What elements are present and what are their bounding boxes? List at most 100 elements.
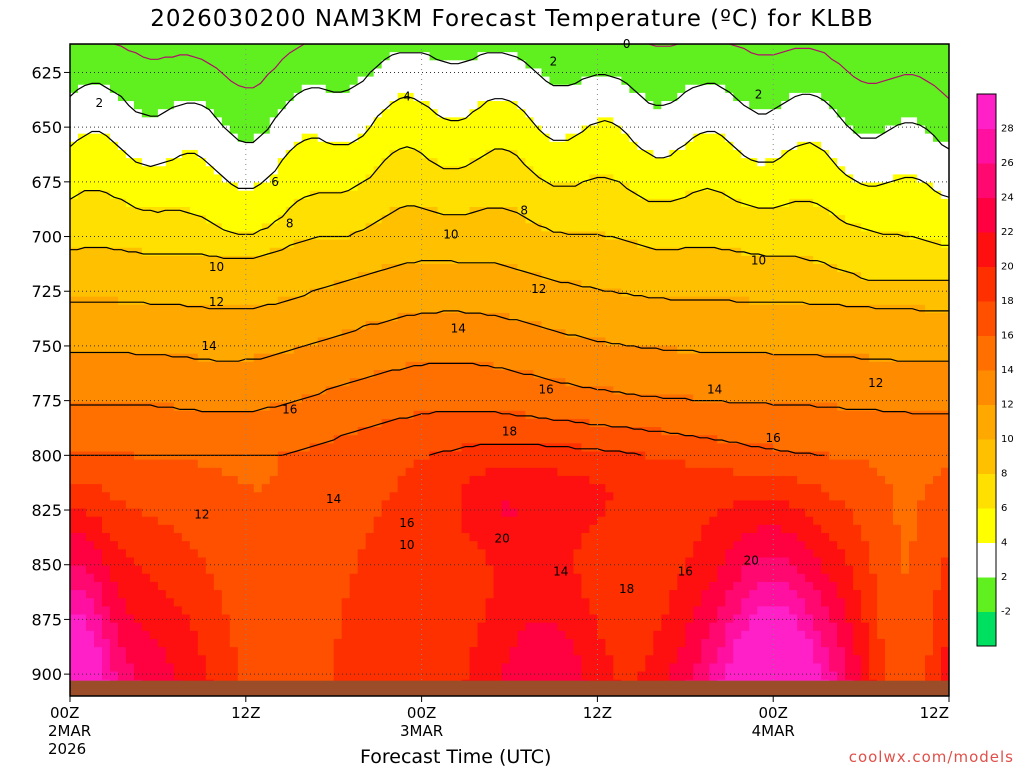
temperature-cell [445, 182, 455, 192]
temperature-cell [173, 166, 183, 175]
temperature-cell [293, 117, 303, 127]
temperature-cell [70, 598, 79, 607]
temperature-cell [557, 92, 567, 102]
temperature-cell [253, 182, 263, 192]
temperature-cell [477, 508, 487, 518]
temperature-cell [461, 125, 471, 135]
temperature-cell [133, 52, 143, 61]
temperature-cell [245, 60, 255, 70]
temperature-cell [365, 329, 375, 338]
temperature-cell [229, 264, 239, 273]
temperature-cell [77, 296, 87, 306]
temperature-cell [557, 117, 567, 127]
temperature-cell [269, 84, 279, 94]
temperature-cell [389, 182, 399, 192]
temperature-cell [349, 166, 359, 175]
temperature-cell [309, 149, 319, 159]
temperature-cell [181, 44, 191, 53]
temperature-cell [70, 345, 79, 355]
temperature-cell [237, 223, 247, 233]
temperature-cell [389, 370, 399, 379]
temperature-cell [189, 353, 199, 363]
temperature-cell [533, 84, 543, 94]
temperature-cell [389, 255, 399, 265]
temperature-cell [349, 614, 359, 624]
temperature-cell [357, 581, 367, 591]
temperature-cell [357, 312, 367, 322]
temperature-cell [253, 44, 263, 53]
temperature-cell [245, 590, 255, 599]
temperature-cell [261, 418, 271, 428]
temperature-cell [429, 402, 439, 412]
temperature-cell [453, 296, 463, 306]
temperature-cell [493, 557, 503, 567]
temperature-cell [557, 614, 567, 624]
temperature-cell [285, 573, 295, 583]
temperature-cell [117, 500, 127, 510]
temperature-cell [525, 492, 535, 501]
temperature-cell [405, 557, 415, 567]
temperature-cell [461, 207, 471, 216]
temperature-cell [101, 223, 111, 233]
temperature-cell [197, 329, 207, 338]
temperature-cell [381, 117, 391, 127]
temperature-cell [277, 565, 287, 575]
temperature-cell [349, 524, 359, 534]
temperature-cell [325, 435, 335, 444]
temperature-cell [389, 141, 399, 151]
temperature-cell [557, 239, 567, 249]
temperature-cell [493, 663, 503, 673]
temperature-cell [373, 52, 383, 61]
temperature-cell [541, 52, 551, 61]
temperature-cell [165, 484, 175, 493]
temperature-cell [549, 207, 559, 216]
temperature-cell [165, 280, 175, 290]
temperature-cell [477, 231, 487, 241]
temperature-cell [421, 321, 431, 330]
temperature-cell [70, 223, 79, 233]
temperature-cell [549, 76, 559, 86]
temperature-cell [181, 467, 191, 477]
temperature-cell [253, 370, 263, 379]
temperature-cell [509, 345, 519, 355]
temperature-cell [149, 345, 159, 355]
temperature-cell [101, 427, 111, 436]
temperature-cell [93, 508, 103, 518]
temperature-cell [557, 198, 567, 208]
temperature-cell [309, 549, 319, 559]
temperature-cell [173, 92, 183, 102]
temperature-cell [349, 239, 359, 249]
temperature-cell [70, 581, 79, 591]
temperature-cell [317, 655, 327, 664]
temperature-cell [533, 598, 543, 607]
temperature-cell [437, 158, 447, 167]
temperature-cell [341, 606, 351, 616]
temperature-cell [93, 500, 103, 510]
temperature-cell [501, 280, 511, 290]
temperature-cell [133, 492, 143, 501]
temperature-cell [253, 239, 263, 249]
temperature-cell [285, 231, 295, 241]
temperature-cell [333, 394, 343, 404]
temperature-cell [301, 614, 311, 624]
temperature-cell [557, 174, 567, 184]
temperature-cell [109, 638, 119, 648]
temperature-cell [205, 386, 215, 396]
temperature-cell [197, 516, 207, 526]
temperature-cell [501, 109, 511, 118]
temperature-cell [149, 671, 159, 681]
temperature-cell [261, 207, 271, 216]
temperature-cell [381, 264, 391, 273]
temperature-cell [229, 158, 239, 167]
temperature-cell [133, 630, 143, 640]
temperature-cell [189, 459, 199, 469]
temperature-cell [149, 60, 159, 70]
temperature-cell [133, 598, 143, 607]
temperature-cell [157, 345, 167, 355]
temperature-cell [325, 44, 335, 53]
temperature-cell [301, 329, 311, 338]
temperature-cell [157, 182, 167, 192]
temperature-cell [373, 44, 383, 53]
temperature-cell [421, 296, 431, 306]
temperature-cell [309, 541, 319, 550]
